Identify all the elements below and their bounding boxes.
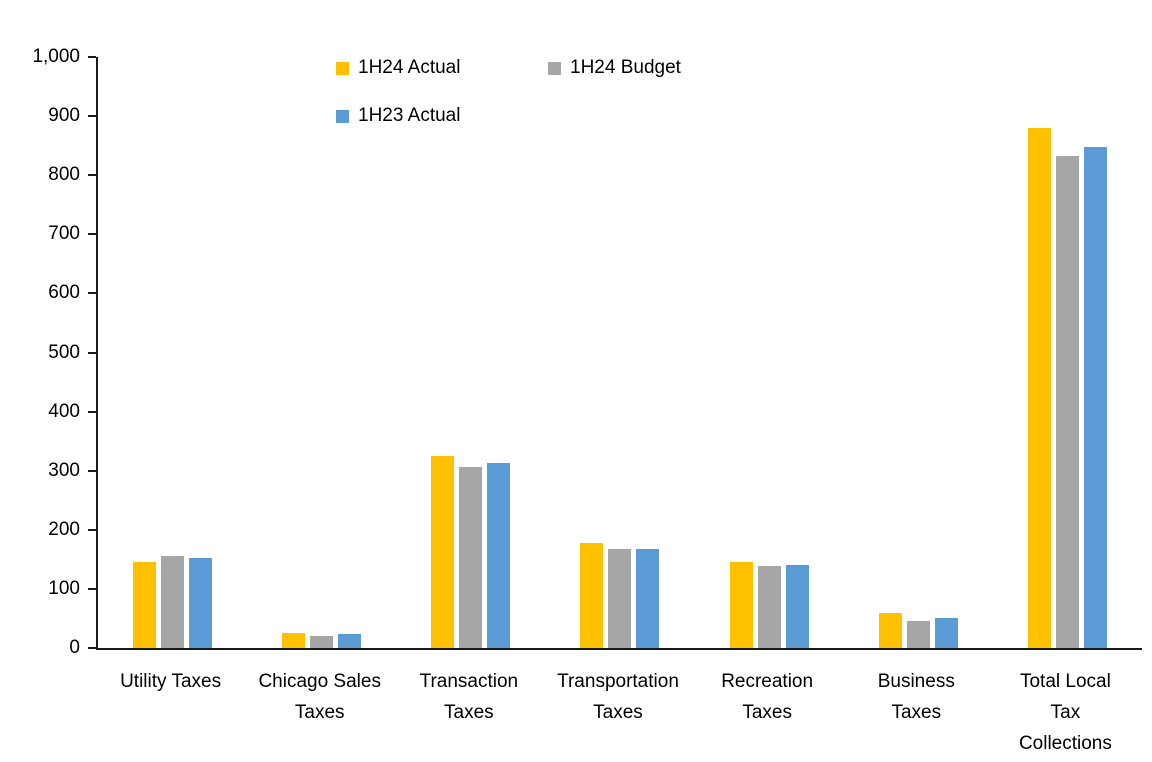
- x-category-label: Recreation Taxes: [721, 671, 814, 723]
- bar-group: [695, 57, 844, 648]
- plot-area: [96, 57, 1142, 650]
- y-tick-label: 0: [69, 637, 80, 658]
- y-tick-mark: [88, 292, 96, 295]
- y-tick-label: 200: [48, 518, 80, 540]
- x-category-label: Transaction Taxes: [419, 671, 519, 723]
- y-tick-mark: [88, 587, 96, 590]
- y-tick-label: 500: [48, 341, 80, 363]
- y-tick-label: 600: [48, 282, 80, 304]
- bar-group: [993, 57, 1142, 648]
- y-tick-label: 700: [48, 223, 80, 245]
- y-axis: 0 100 200 300 400 500 600 700 800 900 1,000: [0, 46, 96, 658]
- bar: [785, 564, 809, 648]
- legend-item-1h23-actual: 1H23 Actual: [336, 105, 548, 127]
- legend-item-1h24-budget: 1H24 Budget: [548, 57, 681, 79]
- bar-group: [247, 57, 396, 648]
- bar-group: [545, 57, 694, 648]
- bar: [757, 565, 781, 648]
- bar: [1055, 155, 1079, 648]
- bar: [487, 463, 511, 648]
- y-tick-mark: [88, 410, 96, 413]
- x-category-label: Business Taxes: [877, 671, 955, 723]
- bar: [580, 542, 604, 648]
- legend-swatch-icon: [336, 109, 349, 123]
- bar: [459, 467, 483, 648]
- y-tick-label: 300: [48, 459, 80, 481]
- x-axis-labels: Utility Taxes Chicago Sales Taxes Transact…: [96, 666, 1140, 759]
- y-tick-label: 900: [48, 105, 80, 127]
- y-tick-mark: [88, 233, 96, 236]
- legend-label: 1H24 Actual: [358, 57, 461, 78]
- bar: [133, 562, 157, 648]
- x-category-label: Chicago Sales Taxes: [258, 671, 381, 723]
- bar: [310, 635, 334, 648]
- bar: [431, 455, 455, 648]
- y-tick-mark: [88, 647, 96, 649]
- y-tick-mark: [88, 469, 96, 472]
- bar-group: [396, 57, 545, 648]
- bar: [608, 549, 632, 648]
- bar: [636, 548, 660, 648]
- bar-group: [844, 57, 993, 648]
- y-tick-mark: [88, 174, 96, 177]
- bar: [1027, 127, 1051, 648]
- y-tick-mark: [88, 115, 96, 118]
- y-tick-label: 100: [48, 577, 80, 599]
- y-tick-label: 800: [48, 164, 80, 186]
- chart-legend: 1H24 Actual 1H24 Budget 1H23 Actual: [336, 57, 681, 127]
- x-category-label: Total Local Tax Collections: [1018, 671, 1112, 754]
- bar: [1083, 146, 1107, 648]
- x-category-label: Utility Taxes: [120, 671, 222, 692]
- bar-group: [98, 57, 247, 648]
- bar: [338, 633, 362, 648]
- legend-label: 1H23 Actual: [358, 105, 461, 126]
- y-tick-mark: [88, 56, 96, 58]
- bar: [189, 558, 213, 648]
- bar: [161, 556, 185, 648]
- bar: [934, 618, 958, 648]
- y-tick-mark: [88, 351, 96, 354]
- x-category-label: Transportation Taxes: [557, 671, 679, 723]
- legend-swatch-icon: [548, 61, 561, 75]
- y-tick-mark: [88, 528, 96, 531]
- bar: [729, 561, 753, 648]
- legend-item-1h24-actual: 1H24 Actual: [336, 57, 548, 79]
- bar: [906, 621, 930, 648]
- legend-label: 1H24 Budget: [570, 57, 681, 78]
- y-tick-label: 1,000: [32, 46, 80, 67]
- y-tick-label: 400: [48, 400, 80, 422]
- bar: [282, 632, 306, 648]
- bar: [878, 612, 902, 648]
- legend-swatch-icon: [336, 61, 349, 75]
